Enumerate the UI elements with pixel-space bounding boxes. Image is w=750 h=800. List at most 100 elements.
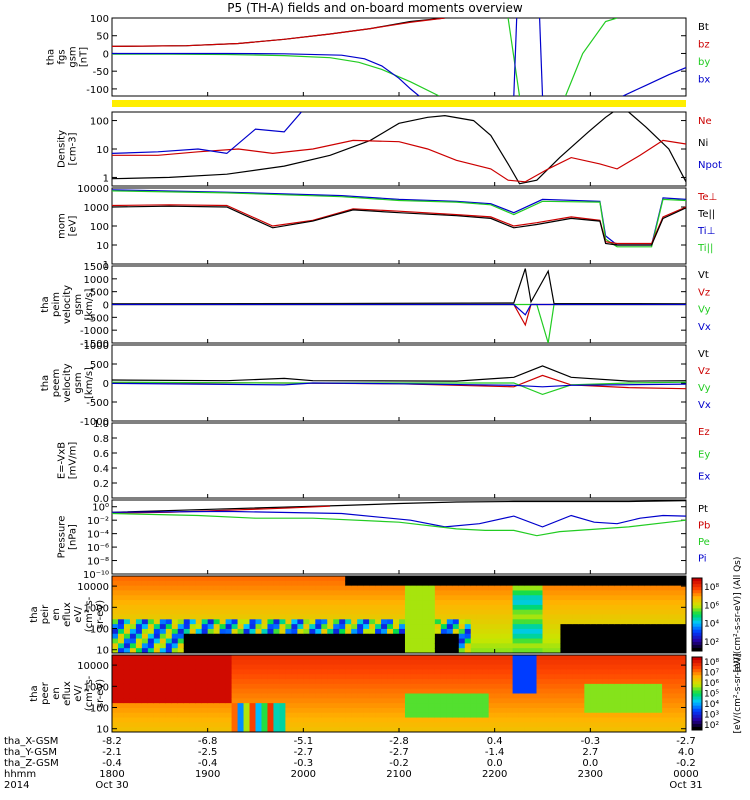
- spectrogram-cell: [668, 576, 675, 582]
- spectrogram-cell: [566, 624, 573, 630]
- spectrogram-cell: [452, 576, 460, 582]
- spectrogram-cell: [333, 628, 340, 635]
- spectrogram-cell: [195, 727, 203, 732]
- spectrogram-cell: [512, 609, 520, 616]
- spectrogram-cell: [117, 638, 125, 644]
- spectrogram-cell: [231, 712, 239, 719]
- y-tick-label: 1000: [84, 275, 109, 286]
- spectrogram-cell: [273, 679, 281, 685]
- spectrogram-cell: [183, 609, 191, 616]
- spectrogram-cell: [404, 659, 412, 666]
- spectrogram-cell: [572, 643, 579, 649]
- spectrogram-cell: [446, 600, 454, 606]
- spectrogram-cell: [141, 688, 149, 695]
- spectrogram-cell: [183, 727, 191, 732]
- spectrogram-cell: [117, 683, 125, 690]
- spectrogram-cell: [548, 633, 556, 640]
- spectrogram-cell: [440, 669, 448, 675]
- spectrogram-cell: [165, 722, 173, 728]
- spectrogram-cell: [381, 669, 388, 675]
- spectrogram-cell: [249, 727, 257, 732]
- spectrogram-cell: [315, 674, 322, 680]
- spectrogram-cell: [297, 679, 304, 685]
- spectrogram-cell: [620, 595, 627, 601]
- colorbar-cell: [692, 720, 702, 725]
- y-tick-label: 0.8: [93, 434, 109, 445]
- spectrogram-cell: [566, 693, 573, 699]
- spectrogram-cell: [357, 698, 364, 704]
- spectrogram-cell: [177, 674, 185, 680]
- spectrogram-cell: [404, 688, 412, 695]
- spectrogram-cell: [351, 624, 358, 630]
- spectrogram-cell: [285, 648, 292, 653]
- spectrogram-cell: [446, 619, 454, 625]
- spectrogram-cell: [536, 655, 544, 661]
- spectrogram-cell: [249, 628, 257, 635]
- spectrogram-cell: [393, 619, 400, 625]
- series-group-peem: [112, 365, 686, 396]
- spectrogram-cell: [482, 717, 490, 723]
- spectrogram-cell: [387, 707, 394, 714]
- spectrogram-cell: [554, 624, 562, 630]
- ephemeris-value: -8.2: [102, 736, 122, 747]
- spectrogram-cell: [488, 722, 496, 728]
- ephemeris-value: -2.7: [294, 747, 314, 758]
- spectrogram-cell: [243, 679, 251, 685]
- ephemeris-row-label: 2014: [4, 780, 29, 791]
- spectrogram-cell: [279, 683, 286, 690]
- spectrogram-cell: [183, 648, 191, 653]
- spectrogram-cell: [357, 712, 364, 719]
- spectrogram-cell: [404, 643, 412, 649]
- spectrogram-cell: [117, 674, 125, 680]
- spectrogram-cell: [315, 585, 322, 592]
- spectrogram-cell: [656, 707, 663, 714]
- spectrogram-cell: [560, 679, 568, 685]
- spectrogram-cell: [572, 604, 579, 611]
- spectrogram-cell: [129, 624, 137, 630]
- spectrogram-cell: [261, 595, 269, 601]
- spectrogram-cell: [375, 717, 382, 723]
- spectrogram-cell: [650, 727, 657, 732]
- spectrogram-cell: [644, 688, 651, 695]
- spectrogram-cell: [644, 624, 651, 630]
- spectrogram-cell: [554, 580, 562, 587]
- series-line-Vy: [112, 381, 686, 396]
- spectrogram-cell: [321, 643, 328, 649]
- spectrogram-cell: [644, 604, 651, 611]
- spectrogram-cell: [279, 648, 286, 653]
- spectrogram-cell: [566, 717, 573, 723]
- spectrogram-cell: [147, 679, 155, 685]
- spectrogram-cell: [219, 590, 227, 596]
- spectrogram-cell: [333, 655, 340, 661]
- spectrogram-cell: [404, 638, 412, 644]
- spectrogram-cell: [123, 576, 131, 582]
- spectrogram-cell: [476, 679, 484, 685]
- spectrogram-cell: [452, 659, 460, 666]
- spectrogram-cell: [620, 609, 627, 616]
- spectrogram-cell: [375, 674, 382, 680]
- spectrogram-cell: [602, 659, 609, 666]
- spectrogram-cell: [572, 590, 579, 596]
- spectrogram-cell: [207, 595, 215, 601]
- spectrogram-cell: [428, 727, 436, 732]
- spectrogram-cell: [578, 669, 585, 675]
- spectrogram-cell: [201, 609, 209, 616]
- spectrogram-cell: [596, 679, 603, 685]
- spectrogram-cell: [123, 683, 131, 690]
- spectrogram-cell: [117, 688, 125, 695]
- spectrogram-cell: [494, 580, 502, 587]
- spectrogram-cell: [650, 576, 657, 582]
- spectrogram-cell: [291, 683, 298, 690]
- spectrogram-cell: [422, 683, 430, 690]
- spectrogram-cell: [261, 655, 269, 661]
- spectrogram-cell: [422, 674, 430, 680]
- spectrogram-cell: [273, 698, 281, 704]
- spectrogram-cell: [644, 727, 651, 732]
- spectrogram-cell: [351, 722, 358, 728]
- spectrogram-cell: [518, 619, 526, 625]
- spectrogram-cell: [165, 638, 173, 644]
- spectrogram-cell: [309, 659, 316, 666]
- y-axis-label: fgs: [57, 49, 68, 64]
- colorbar-cell: [692, 687, 702, 691]
- spectrogram-cell: [500, 648, 508, 653]
